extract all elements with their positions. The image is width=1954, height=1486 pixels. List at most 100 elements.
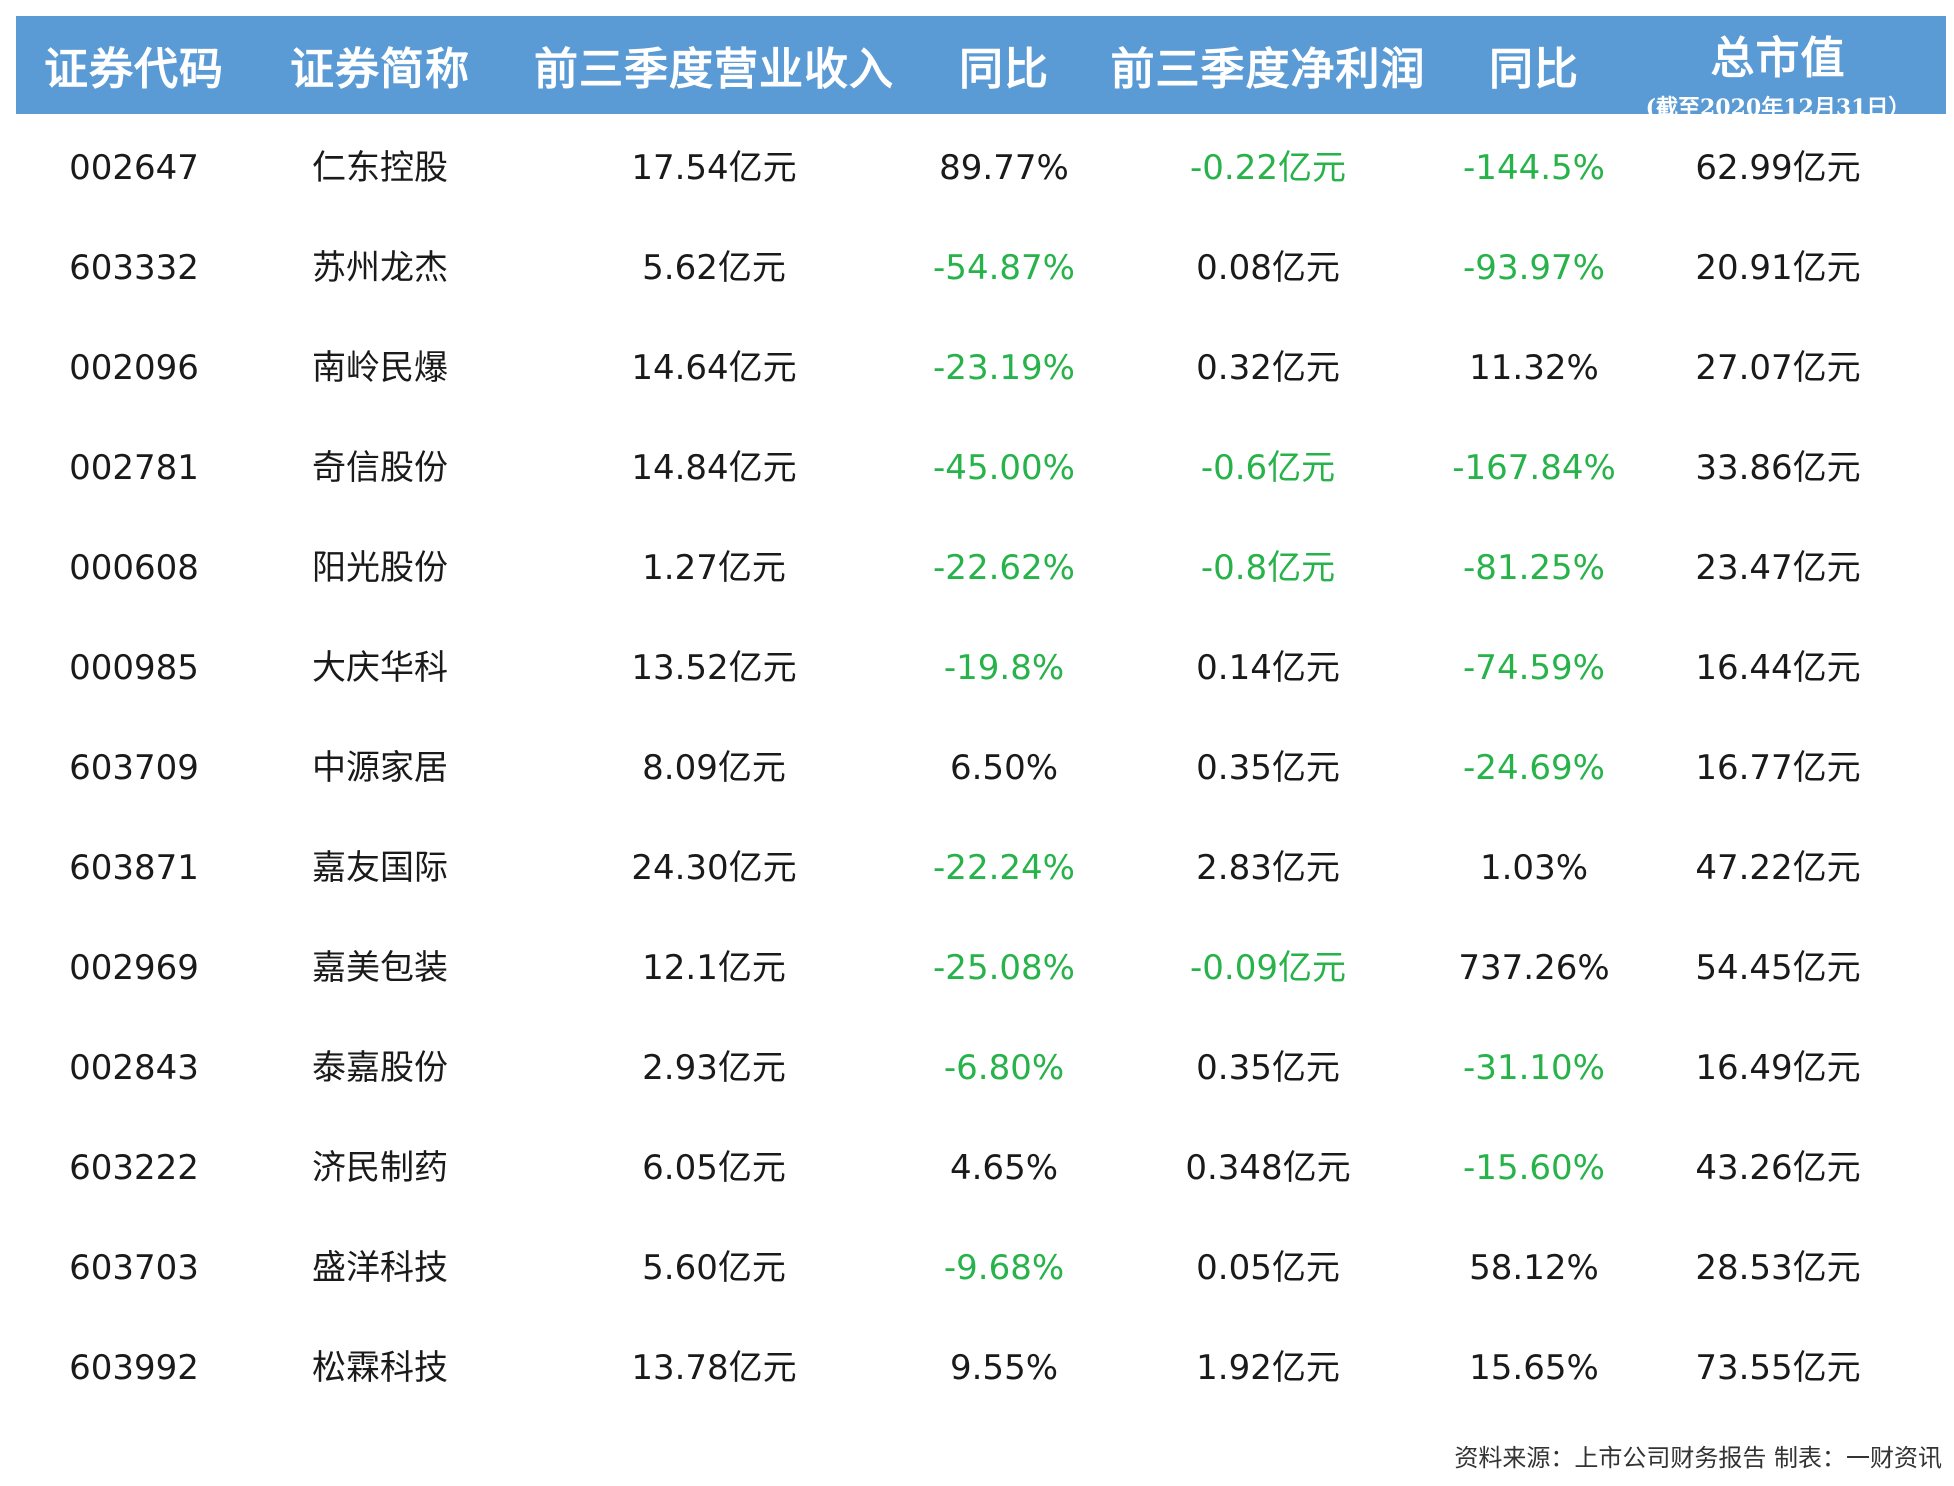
cell-name: 嘉友国际 (312, 848, 448, 888)
cell-revenue-yoy: -9.68% (943, 1248, 1065, 1288)
cell-revenue: 14.64亿元 (631, 348, 797, 388)
cell-profit-yoy: -31.10% (1463, 1048, 1605, 1088)
cell-name: 松霖科技 (312, 1348, 448, 1388)
header-market-cap-note: (截至2020年12月31日） (1645, 95, 1911, 121)
header-market-cap: 总市值 (截至2020年12月31日） (1646, 16, 1911, 121)
cell-revenue-yoy: -23.19% (933, 348, 1075, 388)
cell-name: 阳光股份 (312, 548, 448, 588)
cell-name: 济民制药 (312, 1148, 448, 1188)
cell-revenue: 24.30亿元 (631, 848, 797, 888)
table-row: 603703 盛洋科技 5.60亿元 -9.68% 0.05亿元 58.12% 28.53亿… (16, 1218, 1946, 1318)
cell-profit: 0.14亿元 (1196, 648, 1340, 688)
cell-profit-yoy: -144.5% (1463, 148, 1605, 188)
cell-code: 603992 (69, 1348, 199, 1388)
cell-profit-yoy: 15.65% (1469, 1348, 1599, 1388)
cell-revenue-yoy: -54.87% (933, 248, 1075, 288)
cell-code: 002843 (69, 1048, 199, 1088)
cell-profit: 2.83亿元 (1196, 848, 1340, 888)
table-row: 603871 嘉友国际 24.30亿元 -22.24% 2.83亿元 1.03% 47.22… (16, 818, 1946, 918)
cell-profit: 1.92亿元 (1196, 1348, 1340, 1388)
header-code: 证券代码 (44, 44, 224, 95)
header-market-cap-title: 总市值 (1710, 33, 1846, 84)
cell-code: 000985 (69, 648, 199, 688)
cell-revenue-yoy: 6.50% (949, 748, 1059, 788)
cell-profit: 0.08亿元 (1196, 248, 1340, 288)
cell-code: 002969 (69, 948, 199, 988)
cell-revenue: 2.93亿元 (642, 1048, 786, 1088)
table-row: 603332 苏州龙杰 5.62亿元 -54.87% 0.08亿元 -93.97% 20.9… (16, 218, 1946, 318)
cell-market-cap: 47.22亿元 (1695, 848, 1861, 888)
cell-profit: 0.348亿元 (1185, 1148, 1351, 1188)
cell-profit-yoy: -24.69% (1463, 748, 1605, 788)
cell-market-cap: 62.99亿元 (1695, 148, 1861, 188)
cell-revenue: 12.1亿元 (642, 948, 786, 988)
cell-code: 603332 (69, 248, 199, 288)
cell-market-cap: 54.45亿元 (1695, 948, 1861, 988)
cell-profit-yoy: -74.59% (1463, 648, 1605, 688)
cell-revenue-yoy: -19.8% (943, 648, 1065, 688)
table-header: 证券代码 证券简称 前三季度营业收入 同比 前三季度净利润 同比 总市值 (截至… (16, 16, 1946, 121)
cell-profit-yoy: -167.84% (1452, 448, 1616, 488)
cell-code: 000608 (69, 548, 199, 588)
cell-revenue: 5.62亿元 (642, 248, 786, 288)
table-row: 002096 南岭民爆 14.64亿元 -23.19% 0.32亿元 11.32% 27.0… (16, 318, 1946, 418)
cell-code: 603871 (69, 848, 199, 888)
cell-market-cap: 73.55亿元 (1695, 1348, 1861, 1388)
cell-name: 中源家居 (312, 748, 448, 788)
cell-revenue-yoy: -22.24% (933, 848, 1075, 888)
cell-revenue: 6.05亿元 (642, 1148, 786, 1188)
cell-market-cap: 33.86亿元 (1695, 448, 1861, 488)
cell-revenue-yoy: -22.62% (933, 548, 1075, 588)
cell-name: 盛洋科技 (312, 1248, 448, 1288)
table-row: 002647 仁东控股 17.54亿元 89.77% -0.22亿元 -144.5% 62.… (16, 118, 1946, 218)
header-revenue-yoy: 同比 (959, 44, 1049, 95)
cell-code: 603222 (69, 1148, 199, 1188)
cell-name: 奇信股份 (312, 448, 448, 488)
cell-profit: 0.35亿元 (1196, 1048, 1340, 1088)
cell-name: 南岭民爆 (312, 348, 448, 388)
cell-code: 002096 (69, 348, 199, 388)
cell-name: 苏州龙杰 (312, 248, 448, 288)
table-row: 002781 奇信股份 14.84亿元 -45.00% -0.6亿元 -167.84% 33… (16, 418, 1946, 518)
cell-profit: 0.05亿元 (1196, 1248, 1340, 1288)
cell-code: 603709 (69, 748, 199, 788)
cell-profit: 0.32亿元 (1196, 348, 1340, 388)
cell-profit: -0.09亿元 (1190, 948, 1346, 988)
cell-market-cap: 16.44亿元 (1695, 648, 1861, 688)
cell-revenue: 13.52亿元 (631, 648, 797, 688)
cell-market-cap: 43.26亿元 (1695, 1148, 1861, 1188)
cell-market-cap: 20.91亿元 (1695, 248, 1861, 288)
cell-revenue: 1.27亿元 (642, 548, 786, 588)
cell-revenue: 17.54亿元 (631, 148, 797, 188)
cell-profit-yoy: 737.26% (1458, 948, 1610, 988)
cell-code: 002647 (69, 148, 199, 188)
cell-revenue: 14.84亿元 (631, 448, 797, 488)
cell-revenue-yoy: -25.08% (933, 948, 1075, 988)
source-footer: 资料来源：上市公司财务报告 制表：一财资讯 (1454, 1444, 1942, 1472)
cell-market-cap: 16.77亿元 (1695, 748, 1861, 788)
header-profit-yoy: 同比 (1489, 44, 1579, 95)
cell-profit: -0.6亿元 (1200, 448, 1336, 488)
table-row: 000608 阳光股份 1.27亿元 -22.62% -0.8亿元 -81.25% 23.4… (16, 518, 1946, 618)
cell-profit-yoy: 11.32% (1469, 348, 1599, 388)
cell-market-cap: 28.53亿元 (1695, 1248, 1861, 1288)
table-row: 603222 济民制药 6.05亿元 4.65% 0.348亿元 -15.60% 43.26… (16, 1118, 1946, 1218)
cell-profit: 0.35亿元 (1196, 748, 1340, 788)
table-row: 002843 泰嘉股份 2.93亿元 -6.80% 0.35亿元 -31.10% 16.49… (16, 1018, 1946, 1118)
cell-market-cap: 16.49亿元 (1695, 1048, 1861, 1088)
table-row: 000985 大庆华科 13.52亿元 -19.8% 0.14亿元 -74.59% 16.4… (16, 618, 1946, 718)
cell-name: 大庆华科 (312, 648, 448, 688)
cell-revenue-yoy: -45.00% (933, 448, 1075, 488)
cell-profit: -0.22亿元 (1190, 148, 1346, 188)
header-profit: 前三季度净利润 (1110, 44, 1426, 95)
cell-revenue: 13.78亿元 (631, 1348, 797, 1388)
cell-market-cap: 27.07亿元 (1695, 348, 1861, 388)
header-name: 证券简称 (290, 44, 470, 95)
cell-profit-yoy: -15.60% (1463, 1148, 1605, 1188)
cell-code: 603703 (69, 1248, 199, 1288)
cell-code: 002781 (69, 448, 199, 488)
cell-profit-yoy: 1.03% (1479, 848, 1589, 888)
table-row: 603992 松霖科技 13.78亿元 9.55% 1.92亿元 15.65% 73.55亿… (16, 1318, 1946, 1418)
cell-revenue: 8.09亿元 (642, 748, 786, 788)
